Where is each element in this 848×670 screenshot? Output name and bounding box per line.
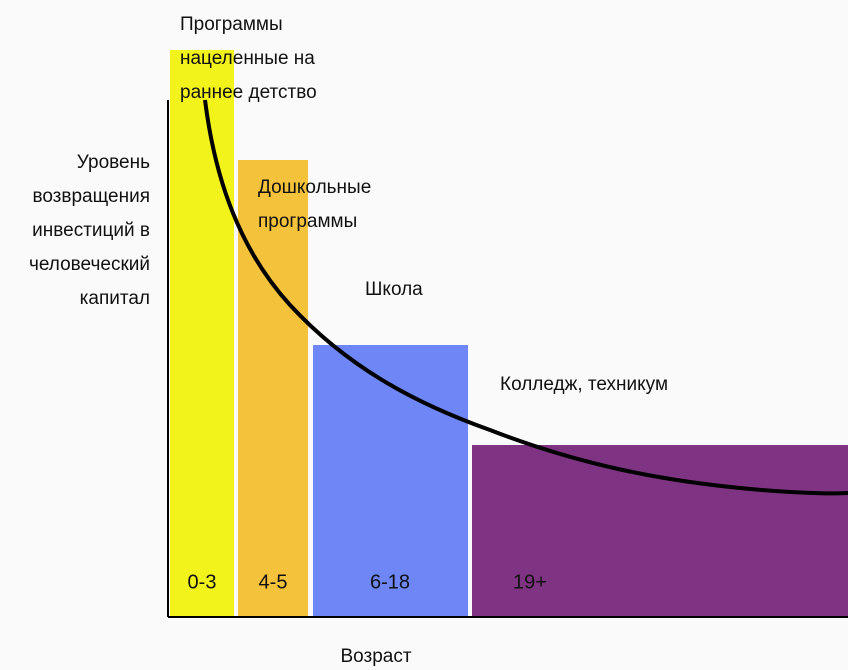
stage-caption: нацеленные на: [180, 48, 315, 69]
stage-caption: Дошкольные: [258, 177, 371, 198]
x-axis-label: Возраст: [340, 646, 411, 667]
stage-caption: раннее детство: [180, 82, 317, 103]
age-label: 0-3: [188, 571, 217, 593]
stage-caption: Программы: [180, 14, 283, 35]
age-label: 19+: [513, 571, 547, 593]
age-label: 6-18: [370, 571, 410, 593]
y-axis-label: возвращения: [32, 186, 150, 207]
bar-preschool: [238, 160, 308, 616]
bar-early: [170, 50, 234, 616]
bar-college: [472, 445, 848, 616]
y-axis-label: Уровень: [77, 152, 150, 173]
y-axis-label: человеческий: [29, 254, 150, 275]
stage-caption: Колледж, техникум: [500, 374, 668, 395]
bar-school: [313, 345, 468, 616]
stage-caption: Школа: [365, 279, 423, 300]
labels: Уровень возвращения инвестиций в человеческ…: [29, 14, 668, 667]
y-axis-label: капитал: [80, 288, 150, 309]
y-axis-label: инвестиций в: [32, 220, 150, 241]
stage-caption: программы: [258, 211, 357, 232]
age-label: 4-5: [259, 571, 288, 593]
return-curve: [203, 99, 848, 496]
